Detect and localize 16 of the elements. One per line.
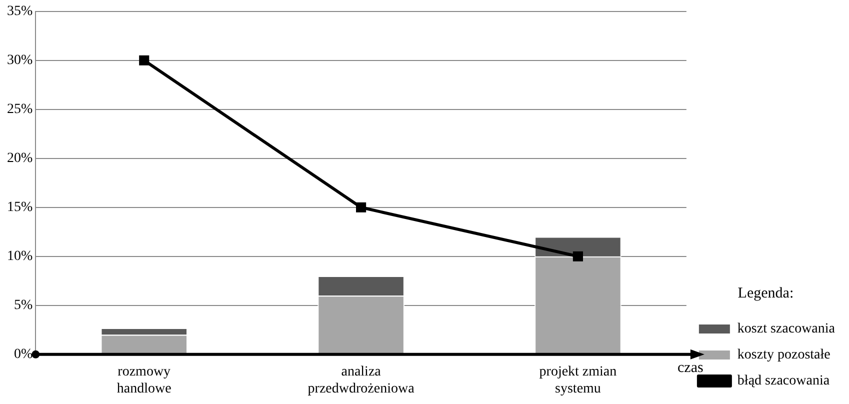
y-tick-label: 10% — [6, 249, 33, 264]
y-tick-label: 15% — [6, 200, 33, 216]
y-tick-label: 30% — [6, 53, 33, 68]
legend-title: Legenda: — [738, 285, 794, 302]
y-tick-label: 5% — [14, 298, 33, 314]
x-axis-title: czas — [678, 360, 704, 376]
x-tick-label: projekt zmian systemu — [539, 364, 617, 396]
y-tick-label: 35% — [6, 4, 33, 20]
y-tick-label: 25% — [6, 102, 33, 118]
x-tick-label: analiza przedwdrożeniowa — [308, 364, 416, 396]
x-tick-label: rozmowy handlowe — [116, 364, 172, 396]
y-tick-label: 0% — [14, 347, 33, 362]
legend-label: błąd szacowania — [737, 374, 830, 389]
legend-label: koszty pozostałe — [737, 348, 830, 363]
y-tick-label: 20% — [6, 151, 33, 166]
legend-label: koszt szacowania — [737, 322, 836, 337]
